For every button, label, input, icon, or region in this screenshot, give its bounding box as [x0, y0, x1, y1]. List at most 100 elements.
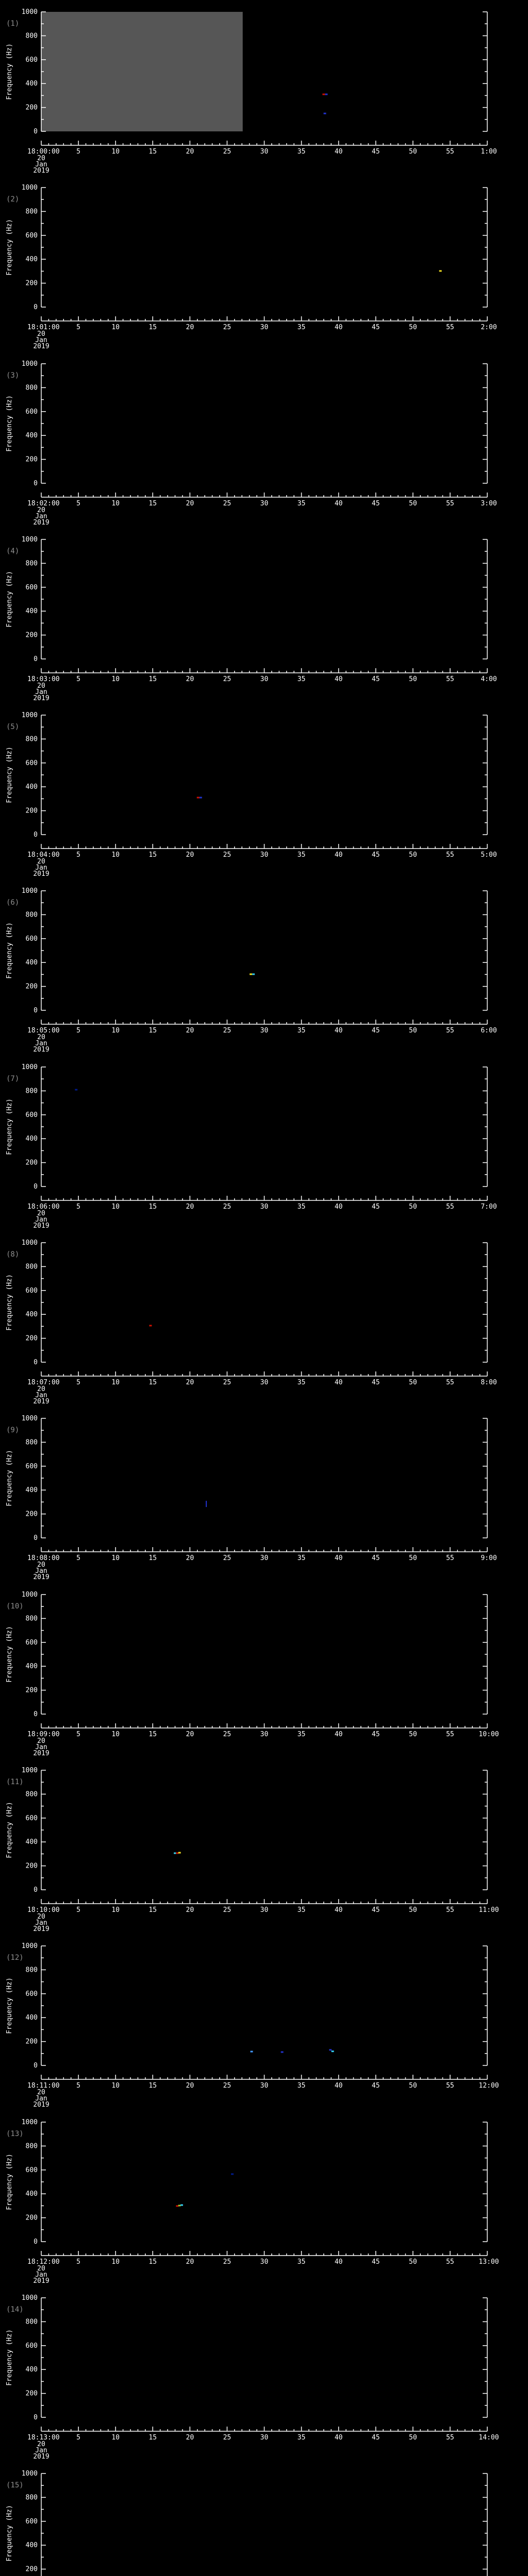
y-tick-label: 1000 — [22, 1942, 38, 1950]
spectrogram-plot-11: (11) Frequency (Hz) 0 200 400 600 800 1000 18:10… — [6, 1767, 499, 1933]
x-date-line: 20 — [37, 1033, 45, 1041]
x-minute-label: 10 — [111, 2082, 120, 2090]
spectrogram-plot-5: (5) Frequency (Hz) 0 200 400 600 800 1000 18:04:… — [6, 711, 497, 878]
x-minute-label: 50 — [409, 2258, 417, 2266]
y-tick-label: 200 — [26, 1687, 38, 1694]
y-tick-label: 800 — [26, 2318, 38, 2326]
x-date-line: 2019 — [33, 694, 49, 702]
y-tick-label: 400 — [26, 1486, 38, 1494]
x-minute-label: 35 — [298, 2082, 306, 2090]
x-minute-label: 50 — [409, 1731, 417, 1738]
x-minute-label: 15 — [148, 1027, 157, 1035]
x-date-line: 20 — [37, 682, 45, 690]
x-minute-label: 45 — [372, 675, 380, 683]
spectrogram-plot-2: (2) Frequency (Hz) 0 200 400 600 800 1000 18:01:… — [6, 184, 497, 350]
x-minute-label: 40 — [335, 1554, 343, 1562]
x-minute-label: 15 — [148, 2434, 157, 2442]
y-tick-label: 400 — [26, 80, 38, 88]
x-minute-label: 30 — [260, 851, 269, 859]
x-date-line: Jan — [35, 1567, 47, 1575]
spectrogram-plot-9: (9) Frequency (Hz) 0 200 400 600 800 1000 18:08:… — [6, 1415, 497, 1581]
y-tick-label: 600 — [26, 759, 38, 767]
x-minute-label: 50 — [409, 2082, 417, 2090]
y-tick-label: 800 — [26, 1615, 38, 1622]
x-minute-label: 35 — [298, 324, 306, 331]
spectrogram-panel-15: (15)Frequency (Hz)0200400600800100018:14… — [0, 2462, 528, 2576]
y-axis-title: Frequency (Hz) — [6, 2329, 13, 2386]
x-end-label: 5:00 — [481, 851, 497, 859]
y-axis-title: Frequency (Hz) — [6, 1977, 13, 2034]
x-minute-label: 15 — [148, 1379, 157, 1386]
x-end-label: 9:00 — [481, 1554, 497, 1562]
y-tick-label: 1000 — [22, 2470, 38, 2478]
x-minute-label: 15 — [148, 2258, 157, 2266]
x-minute-label: 15 — [148, 148, 157, 156]
x-minute-label: 40 — [335, 1027, 343, 1035]
detection-mark — [75, 1089, 78, 1091]
y-tick-label: 0 — [34, 303, 38, 311]
x-minute-label: 35 — [298, 1027, 306, 1035]
y-tick-label: 800 — [26, 2494, 38, 2501]
x-minute-label: 20 — [186, 2082, 194, 2090]
y-tick-label: 1000 — [22, 2119, 38, 2126]
x-minute-label: 55 — [446, 675, 454, 683]
spectrogram-panel-14: (14) Frequency (Hz) 0 200 400 600 800 1000 18:13… — [0, 2286, 528, 2462]
y-tick-label: 200 — [26, 632, 38, 639]
y-tick-label: 600 — [26, 2342, 38, 2350]
panel-label: (15) — [6, 2481, 24, 2489]
y-tick-label: 600 — [26, 935, 38, 943]
panel-label: (2) — [6, 195, 19, 204]
y-tick-label: 400 — [26, 2190, 38, 2198]
x-end-label: 13:00 — [478, 2258, 499, 2266]
x-date-line: Jan — [35, 1392, 47, 1399]
x-minute-label: 50 — [409, 851, 417, 859]
y-tick-label: 400 — [26, 783, 38, 791]
spectrogram-panel-9: (9) Frequency (Hz) 0 200 400 600 800 1000 18:08:… — [0, 1406, 528, 1583]
x-minute-label: 30 — [260, 1203, 269, 1211]
y-axis-title: Frequency (Hz) — [6, 1450, 13, 1506]
y-axis-title: Frequency (Hz) — [6, 922, 13, 979]
x-minute-label: 40 — [335, 2082, 343, 2090]
detection-mark — [176, 2205, 179, 2207]
x-minute-label: 55 — [446, 1379, 454, 1386]
y-tick-label: 800 — [26, 560, 38, 567]
panel-label: (14) — [6, 2306, 24, 2314]
y-axis-title: Frequency (Hz) — [6, 395, 13, 452]
spectrogram-panel-8: (8) Frequency (Hz) 0 200 400 600 800 1000 18:07:… — [0, 1231, 528, 1406]
spectrogram-plot-4: (4) Frequency (Hz) 0 200 400 600 800 1000 18:03:… — [6, 536, 497, 702]
x-minute-label: 25 — [223, 2082, 232, 2090]
spectrogram-panel-2: (2) Frequency (Hz) 0 200 400 600 800 1000 18:01:… — [0, 176, 528, 352]
y-tick-label: 200 — [26, 1335, 38, 1343]
y-tick-label: 400 — [26, 2014, 38, 2022]
x-start-label: 18:03:00 — [27, 675, 60, 683]
x-minute-label: 35 — [298, 500, 306, 507]
x-minute-label: 30 — [260, 1554, 269, 1562]
x-minute-label: 20 — [186, 675, 194, 683]
x-minute-label: 5 — [76, 148, 80, 156]
x-date-line: Jan — [35, 1040, 47, 1047]
x-start-label: 18:01:00 — [27, 324, 60, 331]
detection-mark — [176, 1852, 179, 1854]
y-tick-label: 400 — [26, 1663, 38, 1670]
y-axis-title: Frequency (Hz) — [6, 1802, 13, 1858]
y-tick-label: 800 — [26, 2142, 38, 2150]
x-date-line: Jan — [35, 513, 47, 520]
detection-mark — [178, 2205, 181, 2207]
y-tick-label: 0 — [34, 831, 38, 839]
x-minute-label: 15 — [148, 324, 157, 331]
y-tick-label: 0 — [34, 655, 38, 663]
x-minute-label: 10 — [111, 851, 120, 859]
detection-mark — [174, 1852, 176, 1854]
x-minute-label: 55 — [446, 324, 454, 331]
spectrogram-plot-12: (12) Frequency (Hz) 0 200 400 600 800 1000 18:11… — [6, 1942, 499, 2109]
y-tick-label: 800 — [26, 1438, 38, 1446]
y-tick-label: 600 — [26, 408, 38, 416]
x-minute-label: 30 — [260, 675, 269, 683]
y-tick-label: 400 — [26, 256, 38, 263]
x-minute-label: 25 — [223, 1906, 232, 1914]
x-end-label: 3:00 — [481, 500, 497, 507]
x-date-line: 20 — [37, 1913, 45, 1921]
x-minute-label: 10 — [111, 675, 120, 683]
detection-mark — [178, 1852, 181, 1854]
x-minute-label: 10 — [111, 1906, 120, 1914]
